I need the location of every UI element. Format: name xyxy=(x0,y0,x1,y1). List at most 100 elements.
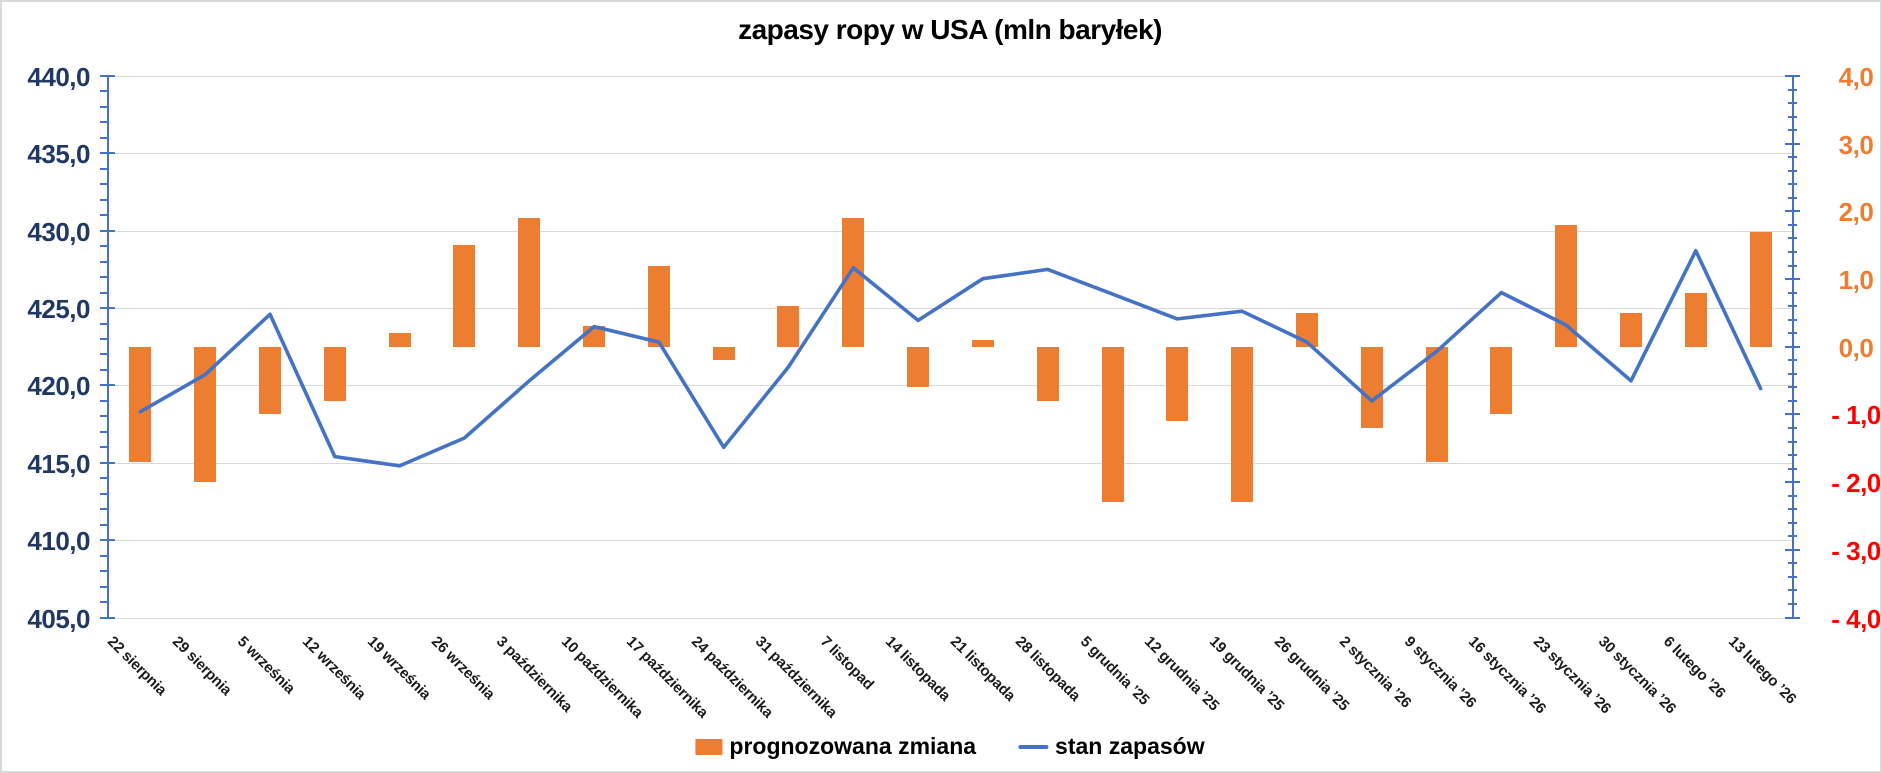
bar-30-stycznia-26 xyxy=(1619,312,1642,347)
right-axis-minor-tick xyxy=(1788,467,1797,470)
right-axis-minor-tick xyxy=(1788,494,1797,497)
right-axis-minor-tick xyxy=(1788,102,1797,105)
right-axis-major-tick xyxy=(1785,210,1800,213)
right-axis-minor-tick xyxy=(1788,305,1797,308)
gridline xyxy=(108,462,1793,464)
right-axis-tick-label: - 2,0 xyxy=(1831,468,1881,499)
right-axis-minor-tick xyxy=(1788,386,1797,389)
right-axis-minor-tick xyxy=(1788,521,1797,524)
x-axis-label: 7 listopad xyxy=(817,633,878,694)
bar-17-października xyxy=(647,265,670,347)
right-axis-tick-label: - 4,0 xyxy=(1831,603,1881,634)
bar-2-stycznia-26 xyxy=(1360,346,1383,428)
bar-26-września xyxy=(453,245,476,347)
left-axis-minor-tick xyxy=(100,214,109,217)
left-axis-minor-tick xyxy=(100,508,109,511)
bar-22-sierpnia xyxy=(129,346,152,462)
x-axis-label: 26 września xyxy=(428,633,499,704)
bar-21-listopada xyxy=(971,339,994,347)
left-axis-minor-tick xyxy=(100,322,109,325)
left-axis-minor-tick xyxy=(100,585,109,588)
right-axis-minor-tick xyxy=(1788,223,1797,226)
left-axis-major-tick xyxy=(100,229,115,232)
left-axis-tick-label: 410,0 xyxy=(27,526,90,557)
bar-28-listopada xyxy=(1036,346,1059,401)
gridline xyxy=(108,153,1793,155)
right-axis-minor-tick xyxy=(1788,359,1797,362)
left-axis-minor-tick xyxy=(100,492,109,495)
left-axis-tick-label: 415,0 xyxy=(27,448,90,479)
line-series-swatch-icon xyxy=(1018,744,1049,749)
left-axis-major-tick xyxy=(100,616,115,619)
x-axis-label: 22 sierpnia xyxy=(104,633,171,699)
line-series-stan-zapasow xyxy=(138,249,1763,468)
gridline xyxy=(108,308,1793,310)
right-axis-minor-tick xyxy=(1788,575,1797,578)
legend-label-line-series: stan zapasów xyxy=(1055,733,1205,759)
right-axis-minor-tick xyxy=(1788,291,1797,294)
left-axis-minor-tick xyxy=(100,105,109,108)
gridline xyxy=(108,617,1793,619)
right-axis-minor-tick xyxy=(1788,129,1797,132)
right-axis-tick-label: - 3,0 xyxy=(1831,535,1881,566)
x-axis-label: 6 lutego ’26 xyxy=(1659,633,1729,702)
legend-item-prognozowana-zmiana: prognozowana zmiana xyxy=(695,733,976,760)
right-axis-minor-tick xyxy=(1788,589,1797,592)
left-axis-minor-tick xyxy=(100,554,109,557)
left-axis-minor-tick xyxy=(100,338,109,340)
bar-31-października xyxy=(777,306,800,347)
right-axis-tick-label: 0,0 xyxy=(1838,332,1874,363)
left-axis-minor-tick xyxy=(100,523,109,526)
left-axis-minor-tick xyxy=(100,183,109,186)
x-axis-label: 21 listopada xyxy=(946,633,1019,705)
bar-series-swatch-icon xyxy=(695,738,723,755)
right-axis-minor-tick xyxy=(1788,426,1797,429)
left-axis-minor-tick xyxy=(100,167,109,170)
left-axis-minor-tick xyxy=(100,446,109,449)
x-axis-label: 12 września xyxy=(298,633,369,704)
right-axis-minor-tick xyxy=(1788,535,1797,538)
right-axis-minor-tick xyxy=(1788,88,1797,91)
right-axis-major-tick xyxy=(1785,345,1800,348)
bar-19-grudnia-25 xyxy=(1231,346,1254,503)
left-axis-major-tick xyxy=(100,152,115,155)
right-axis-major-tick xyxy=(1785,481,1800,484)
left-axis-minor-tick xyxy=(100,276,109,279)
left-axis-minor-tick xyxy=(100,90,109,93)
right-axis-tick-label: 2,0 xyxy=(1838,197,1874,228)
x-axis-label: 5 września xyxy=(233,633,299,698)
left-axis-major-tick xyxy=(100,461,115,464)
bar-29-sierpnia xyxy=(194,346,217,483)
right-axis-major-tick xyxy=(1785,142,1800,145)
left-axis-major-tick xyxy=(100,307,115,310)
right-axis-minor-tick xyxy=(1788,562,1797,565)
x-axis-label: 14 listopada xyxy=(882,633,954,705)
right-axis-minor-tick xyxy=(1788,454,1797,457)
right-axis-minor-tick xyxy=(1788,399,1797,402)
left-axis-line xyxy=(107,76,109,618)
gridline xyxy=(108,230,1793,232)
right-axis-minor-tick xyxy=(1788,440,1797,443)
bar-12-grudnia-25 xyxy=(1166,346,1189,422)
bar-14-listopada xyxy=(907,346,930,388)
right-axis-minor-tick xyxy=(1788,183,1797,186)
right-axis-minor-tick xyxy=(1788,156,1797,159)
left-axis-major-tick xyxy=(100,539,115,542)
left-axis-minor-tick xyxy=(100,136,109,139)
right-axis-major-tick xyxy=(1785,278,1800,281)
left-axis-tick-label: 405,0 xyxy=(27,603,90,634)
x-axis-label: 28 listopada xyxy=(1011,633,1084,705)
left-axis-minor-tick xyxy=(100,570,109,573)
bar-3-października xyxy=(518,218,541,347)
left-axis-minor-tick xyxy=(100,260,109,263)
left-axis-minor-tick xyxy=(100,430,109,433)
x-axis-label: 19 września xyxy=(363,633,434,704)
bar-7-listopad xyxy=(842,218,865,347)
left-axis-tick-label: 440,0 xyxy=(27,62,90,92)
right-axis-minor-tick xyxy=(1788,115,1797,118)
x-axis-label: 29 sierpnia xyxy=(169,633,236,699)
left-axis-minor-tick xyxy=(100,121,109,124)
stan-zapasow-line xyxy=(138,249,1763,468)
legend-label-bar-series: prognozowana zmiana xyxy=(729,733,977,759)
